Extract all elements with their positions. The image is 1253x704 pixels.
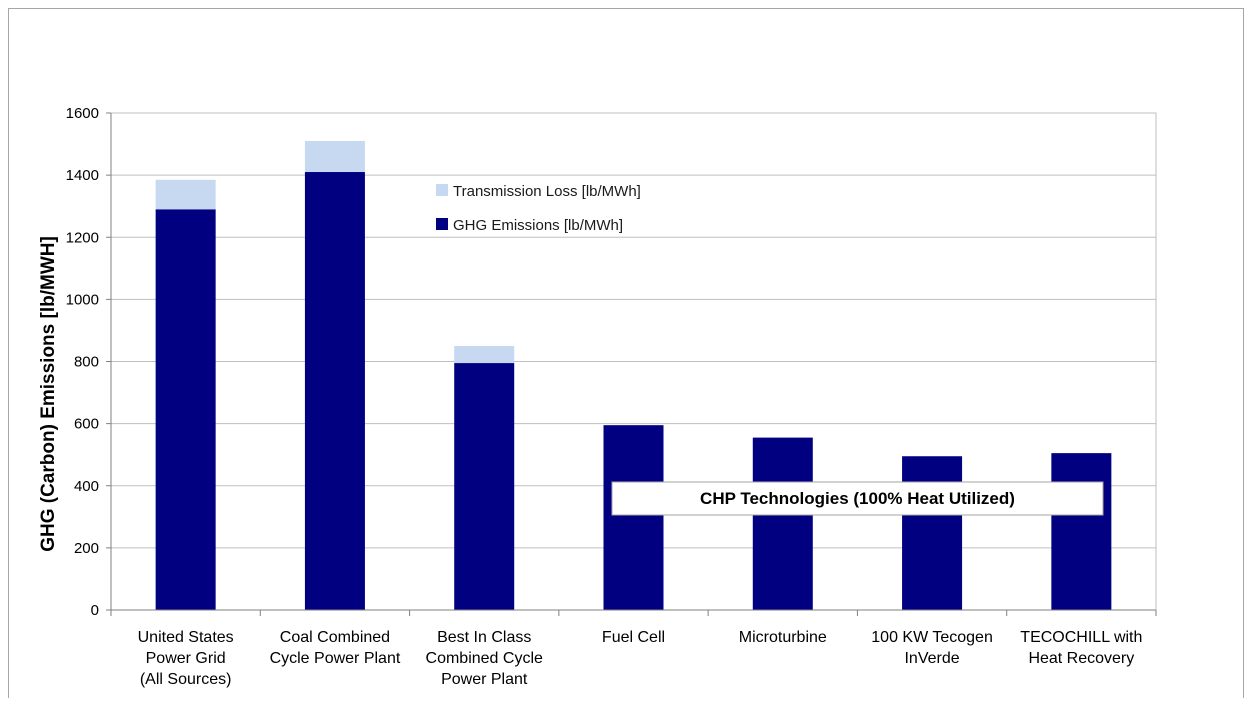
y-tick-label: 1000 [66, 291, 99, 308]
y-tick-label: 200 [74, 540, 99, 557]
x-category-label: Fuel Cell [602, 629, 665, 646]
bar-ghg-emissions [603, 425, 664, 610]
bar-ghg-emissions [155, 209, 216, 610]
x-category-label: Coal Combined Cycle Power Plant [270, 629, 401, 667]
y-tick-label: 1600 [66, 105, 99, 122]
bar-transmission-loss [454, 345, 515, 364]
annotation-box [611, 481, 1104, 516]
bar-transmission-loss [304, 140, 365, 173]
bar-ghg-emissions [902, 456, 963, 610]
bar-transmission-loss [155, 179, 216, 210]
x-category-label: Microturbine [739, 629, 827, 646]
x-category-label: Best In Class Combined Cycle Power Plant [426, 629, 543, 688]
legend-swatch [436, 184, 448, 196]
bars [155, 140, 1112, 611]
y-tick-labels: 0 200 400 600 800 1000 1200 1400 1600 [66, 105, 99, 619]
legend-label: GHG Emissions [lb/MWh] [453, 217, 623, 234]
x-category-label: TECOCHILL with Heat Recovery [1020, 629, 1142, 667]
x-category-label: United States Power Grid (All Sources) [138, 629, 234, 688]
y-tick-label: 800 [74, 354, 99, 371]
bar-ghg-emissions [304, 172, 365, 611]
bar-ghg-emissions [752, 437, 813, 610]
y-tick-label: 1200 [66, 229, 99, 246]
annotation: CHP Technologies (100% Heat Utilized) [611, 481, 1104, 516]
legend: Transmission Loss [lb/MWh] GHG Emissions … [436, 183, 641, 234]
y-tick-label: 1400 [66, 167, 99, 184]
y-tick-label: 400 [74, 478, 99, 495]
y-tick-label: 600 [74, 416, 99, 433]
legend-swatch [436, 218, 448, 230]
x-category-label: 100 KW Tecogen InVerde [871, 629, 993, 667]
bar-ghg-emissions [1051, 453, 1112, 610]
legend-label: Transmission Loss [lb/MWh] [453, 183, 641, 200]
annotation-text: CHP Technologies (100% Heat Utilized) [700, 489, 1015, 508]
bar-ghg-emissions [454, 363, 515, 610]
axes [106, 112, 1157, 616]
y-tick-label: 0 [91, 602, 99, 619]
y-axis-label: GHG (Carbon) Emissions [lb/MWH] [38, 236, 59, 552]
x-category-labels: United States Power Grid (All Sources) Coal… [138, 629, 1143, 688]
